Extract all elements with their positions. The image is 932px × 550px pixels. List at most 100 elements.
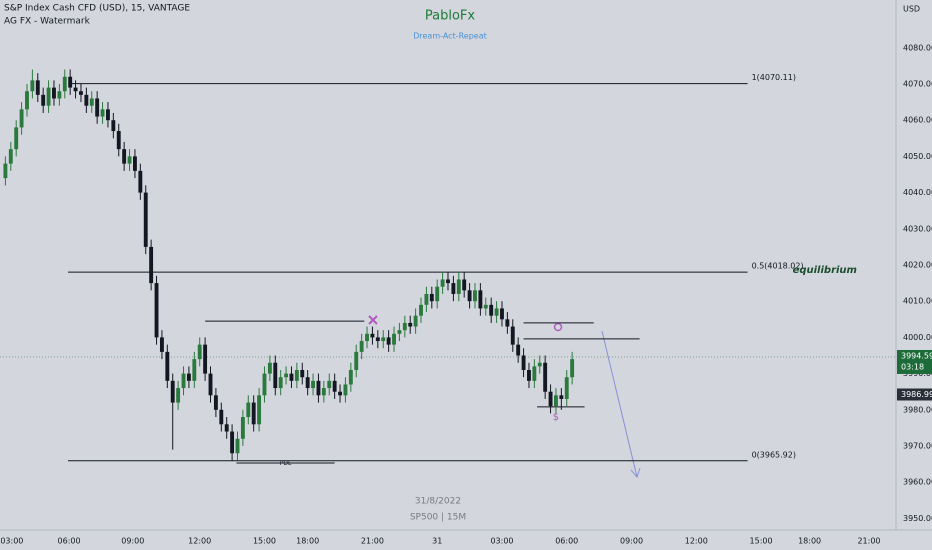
candle-body (408, 322, 413, 327)
candle-body (235, 438, 240, 454)
fib-label: 0.5(4018.02) (752, 262, 804, 271)
candle-body (284, 373, 289, 378)
candle-body (159, 337, 164, 352)
y-tick-label: 3980.00 (903, 405, 932, 414)
y-tick-label: 4030.00 (903, 224, 932, 233)
candle-body (381, 337, 386, 342)
candle-body (19, 109, 24, 128)
candle-body (365, 333, 369, 342)
candle-body (143, 192, 148, 247)
x-tick-label: 18:00 (296, 537, 319, 546)
tagline: Dream-Act-Repeat (413, 32, 487, 41)
candle-body (149, 246, 154, 284)
candle-body (240, 417, 245, 439)
candle-body (30, 80, 35, 92)
x-tick-label: 31 (432, 537, 442, 546)
candle-body (89, 98, 94, 106)
candle-body (68, 76, 73, 88)
candle-body (305, 377, 310, 389)
candle-body (419, 304, 423, 316)
candle-body (106, 109, 110, 121)
x-tick-label: 06:00 (58, 537, 81, 546)
candle-body (386, 337, 391, 345)
candle-body (3, 163, 8, 179)
candle-body (392, 333, 396, 345)
candle-body (79, 91, 83, 95)
candle-body (192, 359, 197, 381)
candle-body (359, 341, 364, 352)
last-price-tag (897, 349, 932, 374)
candle-body (35, 80, 40, 95)
x-tick-label: 15:00 (750, 537, 773, 546)
currency: USD (903, 5, 920, 14)
candle-body (489, 304, 494, 316)
candle-body (516, 344, 521, 356)
x-tick-label: 06:00 (555, 537, 578, 546)
candle-body (154, 283, 159, 338)
x-tick-label: 15:00 (253, 537, 276, 546)
candle-body (451, 283, 456, 294)
candle-body (208, 373, 213, 396)
candle-body (230, 431, 235, 454)
x-tick-label: 12:00 (188, 537, 211, 546)
candle-body (257, 395, 262, 425)
brand: PabloFx (425, 9, 476, 24)
candle-body (435, 286, 440, 302)
circle-marker (553, 322, 563, 332)
candle-body (500, 308, 504, 320)
candle-body (52, 87, 56, 99)
candle-body (413, 315, 418, 327)
candle-body (176, 388, 181, 403)
candle-body (197, 344, 202, 360)
candle-body (181, 373, 186, 389)
y-tick-label: 4070.00 (903, 79, 932, 88)
candle-body (273, 362, 278, 389)
x-tick-label: 18:00 (798, 537, 821, 546)
candle-body (170, 380, 175, 403)
candle-body (57, 91, 62, 99)
candle-body (527, 369, 531, 381)
candle-body (456, 279, 461, 294)
candle-body (510, 326, 515, 345)
candle-body (505, 319, 510, 327)
candle-body (570, 359, 575, 378)
candle-body (467, 290, 472, 302)
candle-body (559, 395, 564, 399)
candle-body (41, 94, 46, 106)
candle-body (494, 308, 499, 316)
candle-body (84, 94, 89, 106)
candle-body (429, 293, 434, 302)
candle-body (213, 395, 218, 410)
countdown-label: 03:18 (901, 362, 924, 371)
candle-body (111, 120, 116, 132)
candle-body (532, 366, 537, 381)
candle-body (8, 149, 13, 164)
candle-body (554, 395, 558, 407)
dollar-marker: $ (553, 412, 559, 423)
candle-body (478, 290, 483, 309)
candle-body (462, 279, 467, 291)
candle-body (132, 156, 137, 171)
candle-body (165, 351, 170, 381)
fib-label: 1(4070.11) (752, 73, 796, 82)
candle-body (483, 304, 488, 309)
candle-body (543, 362, 548, 392)
candle-body (138, 170, 143, 193)
candle-body (251, 402, 256, 425)
candle-body (289, 373, 294, 381)
y-tick-label: 4040.00 (903, 188, 932, 197)
watermark-date: 31/8/2022 (415, 497, 461, 507)
candle-body (402, 322, 407, 331)
candle-body (316, 380, 321, 396)
y-tick-label: 4020.00 (903, 261, 932, 270)
candle-body (521, 355, 526, 370)
x-tick-label: 21:00 (361, 537, 384, 546)
candle-body (14, 127, 19, 150)
candle-body (321, 388, 326, 396)
y-tick-label: 3960.00 (903, 478, 932, 487)
prev-price-label: 3986.99 (901, 390, 932, 399)
y-tick-label: 4000.00 (903, 333, 932, 342)
candle-body (73, 87, 78, 92)
symbol-title: S&P Index Cash CFD (USD), 15, VANTAGE (4, 4, 190, 14)
